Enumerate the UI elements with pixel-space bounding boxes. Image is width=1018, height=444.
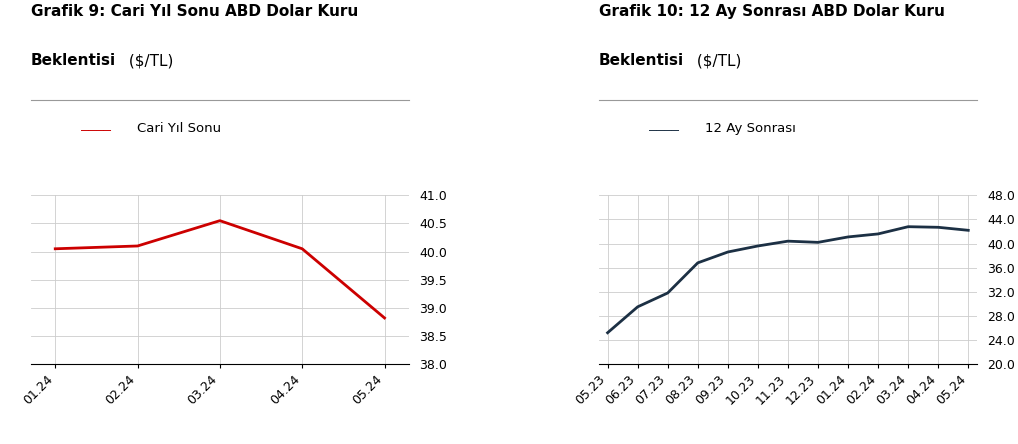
Cari Yıl Sonu [49, 246, 61, 251]
Cari Yıl Sonu [131, 243, 144, 249]
12 Ay Sonrası [751, 243, 764, 249]
12 Ay Sonrası [902, 224, 914, 230]
Text: Cari Yıl Sonu: Cari Yıl Sonu [137, 122, 222, 135]
Text: ($/TL): ($/TL) [692, 53, 742, 68]
Text: Beklentisi: Beklentisi [599, 53, 684, 68]
Cari Yıl Sonu [379, 315, 391, 321]
12 Ay Sonrası [842, 234, 854, 240]
Text: Beklentisi: Beklentisi [31, 53, 116, 68]
12 Ay Sonrası [631, 304, 643, 309]
Text: 12 Ay Sonrası: 12 Ay Sonrası [705, 122, 796, 135]
Text: ($/TL): ($/TL) [124, 53, 174, 68]
12 Ay Sonrası [662, 290, 674, 296]
Cari Yıl Sonu [214, 218, 226, 223]
12 Ay Sonrası [932, 225, 945, 230]
12 Ay Sonrası [812, 240, 825, 245]
Text: ————: ———— [81, 124, 111, 137]
Line: Cari Yıl Sonu: Cari Yıl Sonu [55, 221, 385, 318]
12 Ay Sonrası [872, 231, 885, 237]
Text: Grafik 9: Cari Yıl Sonu ABD Dolar Kuru: Grafik 9: Cari Yıl Sonu ABD Dolar Kuru [31, 4, 357, 20]
12 Ay Sonrası [962, 228, 974, 233]
12 Ay Sonrası [782, 238, 794, 244]
12 Ay Sonrası [722, 250, 734, 255]
Line: 12 Ay Sonrası: 12 Ay Sonrası [608, 227, 968, 333]
Text: ————: ———— [649, 124, 679, 137]
Cari Yıl Sonu [296, 246, 308, 251]
12 Ay Sonrası [691, 260, 703, 266]
Text: Grafik 10: 12 Ay Sonrası ABD Dolar Kuru: Grafik 10: 12 Ay Sonrası ABD Dolar Kuru [599, 4, 945, 20]
12 Ay Sonrası [602, 330, 614, 335]
